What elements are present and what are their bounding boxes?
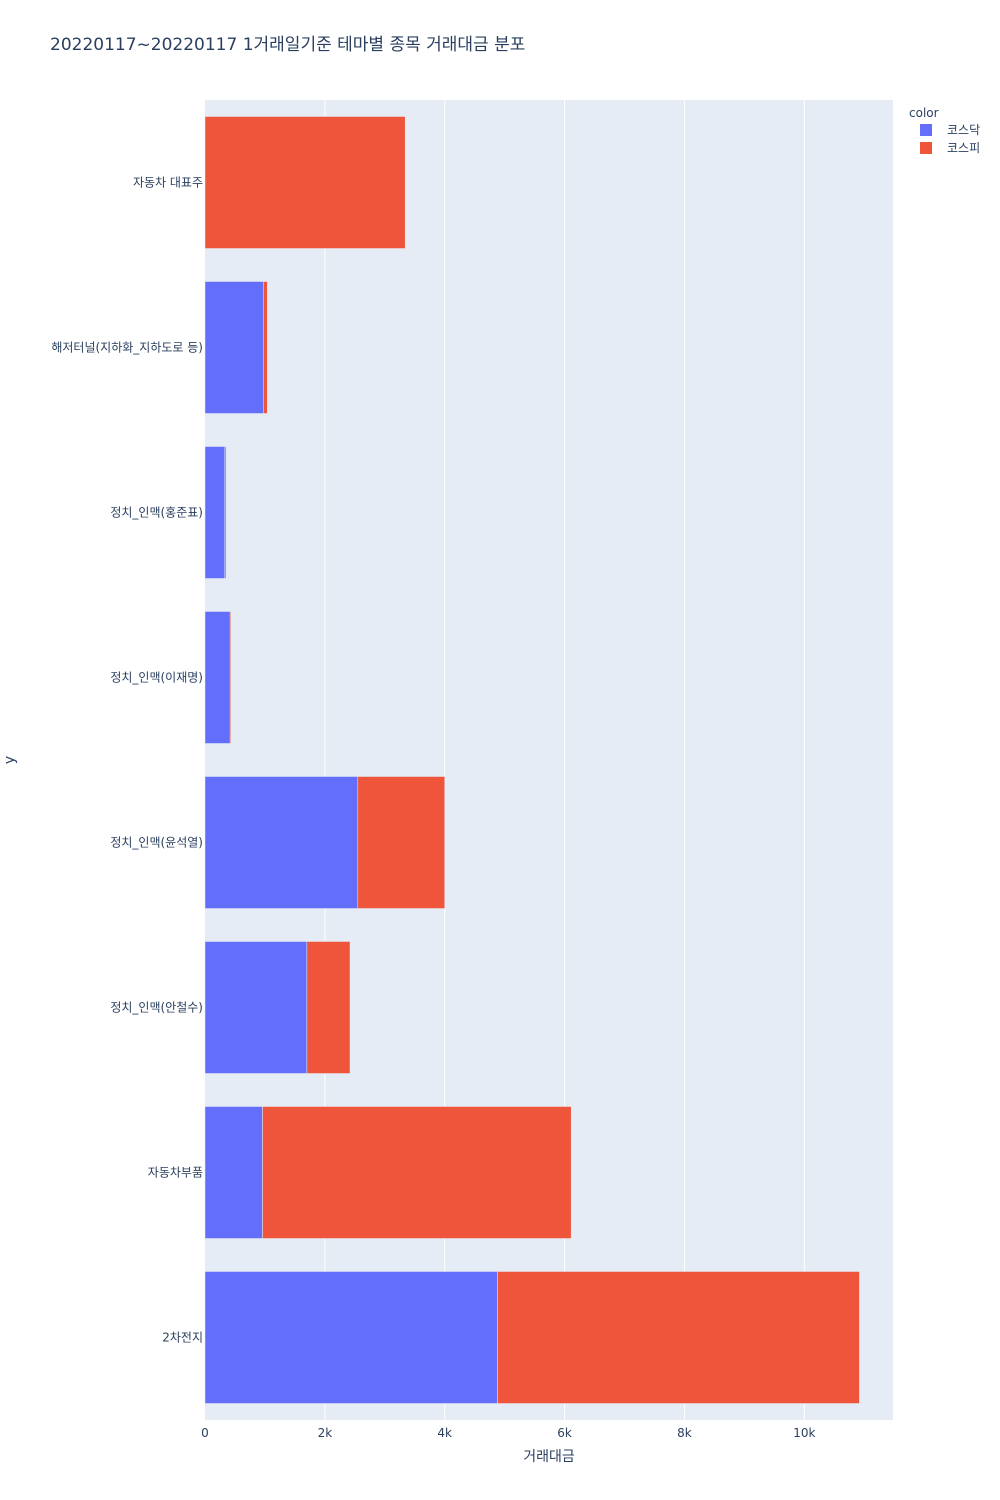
y-tick-label: 자동차 대표주 <box>133 176 203 190</box>
y-tick-label: 정치_인맥(안철수) <box>110 1001 203 1015</box>
legend-swatch <box>920 124 932 136</box>
bar <box>306 941 351 1074</box>
x-tick-label: 2k <box>318 1426 333 1440</box>
x-tick-label: 0 <box>201 1426 209 1440</box>
legend-label: 코스닥 <box>947 123 980 137</box>
y-tick-label: 정치_인맥(윤석열) <box>110 836 203 850</box>
bars <box>204 116 860 1404</box>
bar <box>357 776 445 909</box>
y-tick-label: 2차전지 <box>162 1331 203 1345</box>
bar <box>224 446 227 579</box>
bar <box>204 776 359 909</box>
legend-title: color <box>909 106 939 120</box>
bar <box>204 446 226 579</box>
bar <box>497 1271 860 1404</box>
y-tick-label: 해저터널(지하화_지하도로 등) <box>51 341 203 355</box>
y-tick-label: 정치_인맥(홍준표) <box>110 506 203 520</box>
bar <box>229 611 232 744</box>
x-axis-title: 거래대금 <box>523 1449 575 1465</box>
legend-label: 코스피 <box>947 141 980 155</box>
y-tick-label: 자동차부품 <box>148 1166 203 1180</box>
bar <box>204 281 264 414</box>
x-tick-label: 8k <box>677 1426 692 1440</box>
legend-swatch <box>920 142 932 154</box>
x-tick-label: 10k <box>793 1426 815 1440</box>
bar <box>204 1271 498 1404</box>
bar <box>204 941 308 1074</box>
bar <box>204 611 231 744</box>
chart-title: 20220117~20220117 1거래일기준 테마별 종목 거래대금 분포 <box>50 35 525 55</box>
x-tick-label: 4k <box>437 1426 452 1440</box>
bar <box>204 1106 263 1239</box>
y-tick-label: 정치_인맥(이재명) <box>110 671 203 685</box>
bar <box>262 1106 572 1239</box>
x-tick-labels: 0 2k 4k 6k 8k 10k <box>201 1426 815 1440</box>
y-axis-title: y <box>2 756 18 764</box>
bar <box>204 116 406 249</box>
bar <box>263 281 268 414</box>
x-tick-label: 6k <box>557 1426 572 1440</box>
